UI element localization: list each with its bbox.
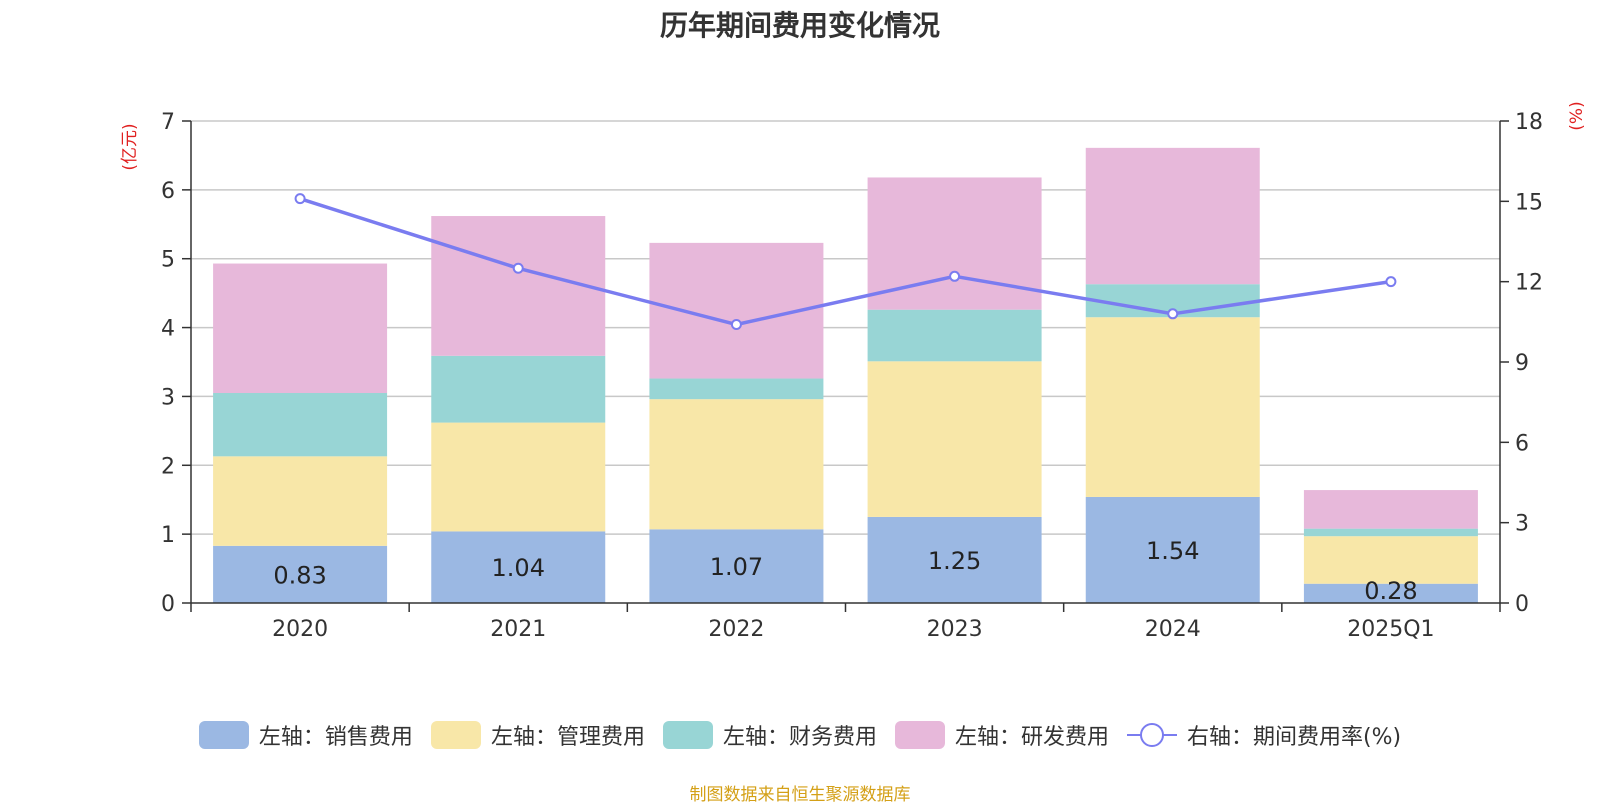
- legend-item-rd[interactable]: 左轴：研发费用: [894, 719, 1109, 751]
- left-tick-label: 1: [161, 523, 175, 548]
- rate-point-2025Q1: [1385, 276, 1397, 288]
- bar-sales-2024: [1085, 496, 1260, 603]
- left-tick-label: 2: [161, 454, 175, 479]
- x-tick-label-2024: 2024: [1145, 617, 1201, 642]
- left-tick-label: 0: [161, 592, 175, 617]
- bar-admin-2023: [867, 361, 1042, 517]
- rate-point-2022: [730, 319, 742, 331]
- data-label-sales-2022: 1.07: [710, 553, 763, 581]
- bar-finance-2021: [431, 355, 606, 423]
- legend-swatch-rate-marker: [1139, 723, 1164, 747]
- legend-label-rd: 左轴：研发费用: [954, 725, 1109, 750]
- bar-rd-2020: [213, 263, 388, 393]
- data-label-sales-2023: 1.25: [928, 547, 981, 575]
- bar-rd-2025Q1: [1303, 490, 1478, 529]
- right-tick-label: 9: [1515, 351, 1529, 376]
- legend-swatch-admin: [430, 721, 481, 749]
- rate-line-layer: [294, 193, 1397, 331]
- right-tick-label: 3: [1515, 512, 1529, 537]
- bar-sales-2020: [213, 545, 388, 603]
- right-tick-label: 6: [1515, 431, 1529, 456]
- left-tick-label: 4: [161, 317, 175, 342]
- legend-label-finance: 左轴：财务费用: [722, 725, 877, 750]
- x-tick-label-2025Q1: 2025Q1: [1347, 617, 1434, 642]
- data-source: 制图数据来自恒生聚源数据库: [689, 785, 911, 805]
- bar-admin-2020: [213, 456, 388, 546]
- left-tick-label: 5: [161, 248, 175, 273]
- bar-admin-2025Q1: [1303, 536, 1478, 584]
- left-tick-label: 7: [161, 110, 175, 135]
- right-axis-unit: (%): [1567, 101, 1587, 130]
- left-axis-unit: (亿元): [120, 123, 140, 170]
- bar-admin-2024: [1085, 317, 1260, 497]
- right-tick-label: 18: [1515, 110, 1543, 135]
- bar-sales-2021: [431, 531, 606, 603]
- left-tick-label: 3: [161, 385, 175, 410]
- bar-sales-2023: [867, 516, 1042, 603]
- legend-swatch-rd: [894, 721, 945, 749]
- bar-admin-2021: [431, 422, 606, 532]
- bar-rd-2024: [1085, 147, 1260, 285]
- bar-admin-2022: [649, 399, 824, 530]
- legend-label-rate: 右轴：期间费用率(%): [1186, 725, 1402, 750]
- bar-stacks: [213, 147, 1478, 603]
- legend-label-admin: 左轴：管理费用: [490, 725, 645, 750]
- data-label-sales-2021: 1.04: [492, 554, 545, 582]
- bar-sales-2022: [649, 529, 824, 603]
- legend-swatch-sales: [198, 721, 249, 749]
- rate-point-2024: [1167, 308, 1179, 320]
- rate-point-2021: [512, 262, 524, 274]
- right-tick-label: 0: [1515, 592, 1529, 617]
- bar-rd-2021: [431, 216, 606, 356]
- bar-finance-2020: [213, 392, 388, 457]
- data-label-sales-2020: 0.83: [273, 561, 326, 589]
- chart-title: 历年期间费用变化情况: [659, 9, 940, 42]
- data-labels: 0.83 1.04 1.07 1.25 1.54 0.28: [273, 537, 1417, 605]
- bar-finance-2023: [867, 309, 1042, 362]
- legend-item-sales[interactable]: 左轴：销售费用: [198, 719, 413, 751]
- rate-point-2023: [949, 270, 961, 282]
- legend-item-admin[interactable]: 左轴：管理费用: [430, 719, 645, 751]
- rate-point-2020: [294, 193, 306, 205]
- legend: 左轴：销售费用 左轴：管理费用 左轴：财务费用 左轴：研发费用 右轴：期间费用率…: [0, 719, 1600, 751]
- legend-label-sales: 左轴：销售费用: [258, 725, 413, 750]
- x-tick-label-2022: 2022: [708, 617, 764, 642]
- bar-finance-2025Q1: [1303, 528, 1478, 537]
- right-tick-label: 15: [1515, 190, 1543, 215]
- data-label-sales-2024: 1.54: [1146, 537, 1199, 565]
- rate-line: [299, 196, 1392, 327]
- grid-lines: [191, 120, 1500, 535]
- data-label-sales-2025Q1: 0.28: [1364, 577, 1417, 605]
- legend-swatch-rate: [1126, 721, 1177, 749]
- x-tick-label-2023: 2023: [927, 617, 983, 642]
- legend-swatch-finance: [662, 721, 713, 749]
- x-tick-label-2020: 2020: [272, 617, 328, 642]
- legend-item-finance[interactable]: 左轴：财务费用: [662, 719, 877, 751]
- legend-item-rate[interactable]: 右轴：期间费用率(%): [1126, 719, 1402, 751]
- bar-sales-2025Q1: [1303, 583, 1478, 603]
- bar-finance-2022: [649, 378, 824, 400]
- right-tick-label: 12: [1515, 271, 1543, 296]
- left-tick-label: 6: [161, 179, 175, 204]
- x-tick-label-2021: 2021: [490, 617, 546, 642]
